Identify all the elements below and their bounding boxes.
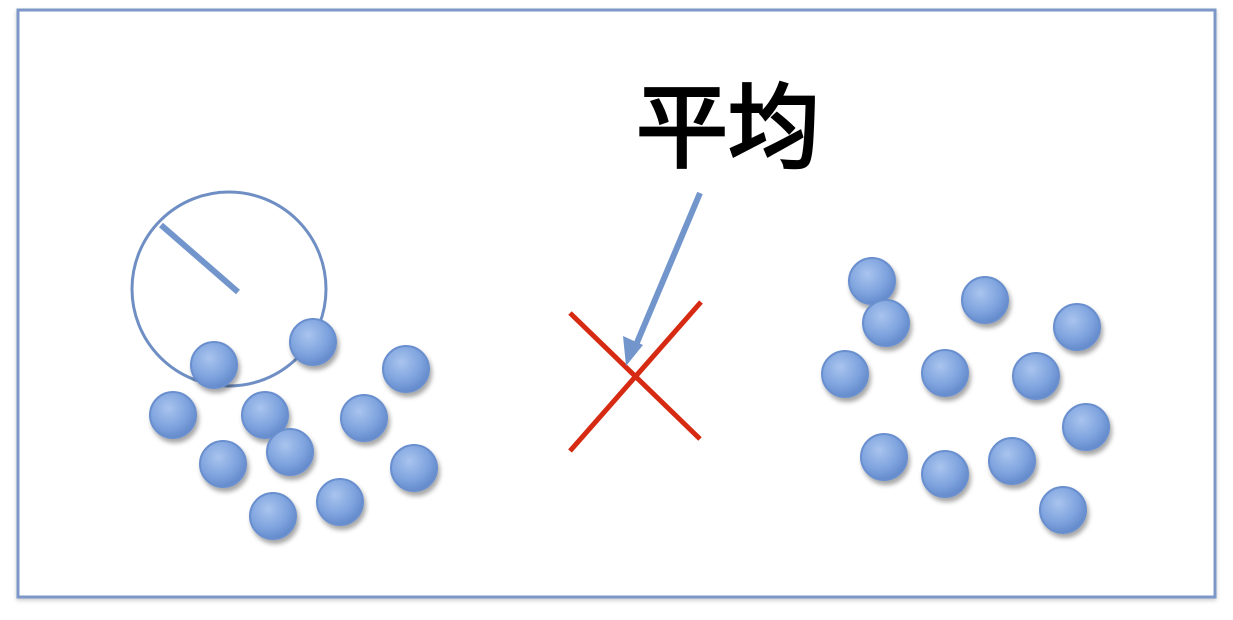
data-point-dot — [1062, 403, 1110, 451]
radius-line — [159, 222, 240, 295]
data-point-dot — [390, 444, 438, 492]
right-cluster — [821, 257, 1110, 534]
center-mark — [568, 191, 703, 453]
data-point-dot — [382, 345, 430, 393]
data-point-dot — [1039, 486, 1087, 534]
data-point-dot — [149, 391, 197, 439]
data-point-dot — [921, 450, 969, 498]
data-point-dot — [821, 350, 869, 398]
data-point-dot — [199, 440, 247, 488]
left-cluster — [130, 190, 438, 540]
data-point-dot — [988, 437, 1036, 485]
data-point-dot — [961, 276, 1009, 324]
cross-stroke-b — [568, 300, 703, 453]
data-point-dot — [241, 391, 289, 439]
data-point-dot — [266, 428, 314, 476]
data-point-dot — [190, 341, 238, 389]
average-label: 平均 — [636, 75, 820, 182]
data-point-dot — [860, 433, 908, 481]
diagram-frame — [16, 8, 1217, 599]
arrow-head — [623, 336, 643, 366]
arrow-shaft — [633, 191, 703, 347]
data-point-dot — [1012, 352, 1060, 400]
data-point-dot — [316, 478, 364, 526]
data-point-dot — [1053, 303, 1101, 351]
data-point-dot — [921, 349, 969, 397]
left-dots — [149, 318, 438, 540]
data-point-dot — [249, 492, 297, 540]
data-point-dot — [862, 299, 910, 347]
data-point-dot — [289, 318, 337, 366]
data-point-dot — [340, 394, 388, 442]
data-point-dot — [848, 257, 896, 305]
search-radius-circle — [130, 190, 328, 388]
